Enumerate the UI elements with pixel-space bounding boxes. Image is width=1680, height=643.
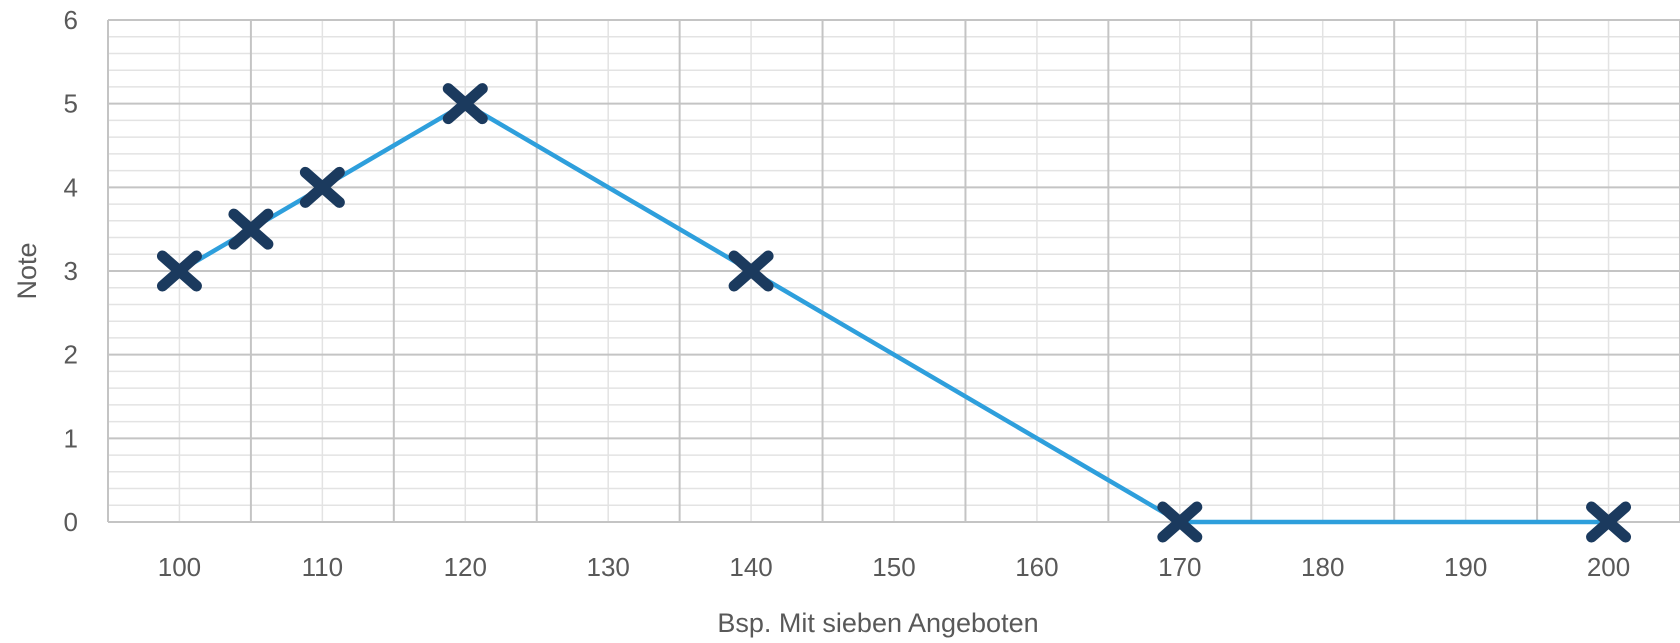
x-axis-ticks: 100 110 120 130 140 150 160 170 180 190 200: [158, 552, 1630, 582]
y-tick-label: 3: [64, 256, 78, 286]
y-tick-label: 2: [64, 340, 78, 370]
minor-grid: [108, 20, 1680, 522]
data-point-marker: [228, 208, 274, 250]
data-point-marker: [1586, 501, 1632, 543]
data-point-marker: [156, 250, 202, 292]
x-tick-label: 110: [302, 552, 343, 582]
y-tick-label: 0: [64, 507, 78, 537]
data-point-marker: [728, 250, 774, 292]
x-tick-label: 100: [158, 552, 201, 582]
x-tick-label: 130: [586, 552, 629, 582]
y-tick-label: 4: [64, 172, 78, 202]
x-tick-label: 190: [1444, 552, 1487, 582]
series-layer: [156, 83, 1632, 543]
x-tick-label: 120: [444, 552, 487, 582]
y-tick-label: 5: [64, 89, 78, 119]
y-axis-title: Note: [12, 242, 42, 299]
x-tick-label: 140: [729, 552, 772, 582]
x-axis-title: Bsp. Mit sieben Angeboten: [717, 608, 1038, 638]
x-tick-label: 160: [1015, 552, 1058, 582]
x-tick-label: 170: [1158, 552, 1201, 582]
x-tick-label: 200: [1587, 552, 1630, 582]
y-tick-label: 6: [64, 5, 78, 35]
major-grid: [107, 19, 1680, 523]
y-axis-ticks: 0 1 2 3 4 5 6: [64, 5, 78, 537]
y-tick-label: 1: [64, 423, 78, 453]
x-tick-label: 150: [872, 552, 915, 582]
x-tick-label: 180: [1301, 552, 1344, 582]
data-point-marker: [1157, 501, 1203, 543]
data-point-marker: [442, 83, 488, 125]
data-point-marker: [299, 166, 345, 208]
